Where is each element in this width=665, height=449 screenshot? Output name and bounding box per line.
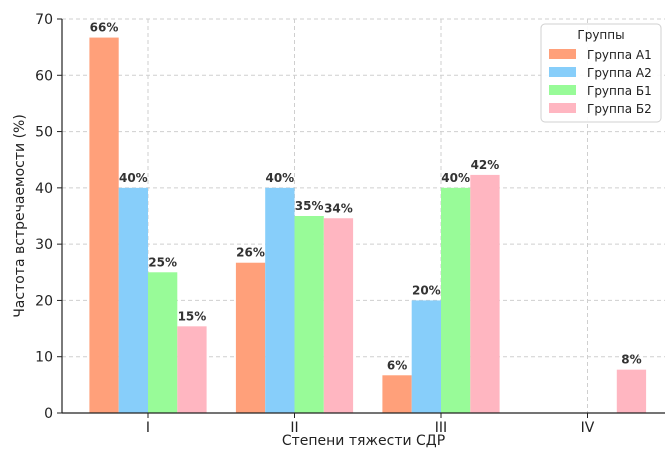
data-label: 15% [178,309,207,323]
data-label: 26% [236,246,265,260]
data-label: 40% [119,171,148,185]
y-tick-label: 60 [35,68,53,84]
bar [89,37,119,414]
bar [294,216,324,413]
bar [148,272,178,413]
legend-label: Группа Б1 [587,84,652,98]
y-tick-label: 40 [35,181,53,197]
bars-layer [89,37,647,414]
data-label: 35% [295,199,324,213]
y-tick-label: 0 [44,406,53,422]
x-tick-label: II [290,420,298,436]
x-tick-label: IV [581,420,595,436]
bar [411,300,441,413]
data-label: 66% [90,21,119,35]
y-tick-label: 10 [35,350,53,366]
legend-swatch [549,67,576,77]
data-label: 42% [471,158,500,172]
bar [382,375,412,413]
data-label: 40% [265,171,294,185]
data-label: 20% [412,283,441,297]
legend-title: Группы [577,28,624,42]
grid-layer [62,18,665,414]
legend: Группы Группа А1 Группа А2 Группа Б1 Группа… [540,23,662,123]
y-tick-label: 20 [35,293,53,309]
y-axis-title: Частота встречаемости (%) [12,114,28,318]
bar [470,174,500,413]
bar [235,262,266,413]
data-label: 8% [621,353,641,367]
legend-swatch [549,103,576,113]
x-tick-label: III [435,420,447,436]
x-tick-label: I [146,420,150,436]
bar [118,187,148,413]
bar [323,218,354,413]
legend-label: Группа Б2 [587,102,652,116]
data-label: 6% [387,358,407,372]
bar [265,187,295,413]
data-label: 40% [441,171,470,185]
legend-label: Группа А1 [587,48,652,62]
data-label: 34% [324,201,353,215]
legend-swatch [549,49,576,59]
data-labels-layer: 66%26%6%40% 40%20%25%35%40%15%34%42%8% [90,21,642,373]
data-label: 25% [148,255,177,269]
y-tick-label: 50 [35,125,53,141]
legend-label: Группа А2 [587,66,652,80]
bar [616,369,647,413]
y-tick-label: 70 [35,12,53,28]
legend-box [540,23,662,123]
bar [441,187,471,413]
bar [177,326,207,413]
y-tick-label: 30 [35,237,53,253]
legend-swatch [549,85,576,95]
x-axis-title: Степени тяжести СДР [282,433,445,449]
